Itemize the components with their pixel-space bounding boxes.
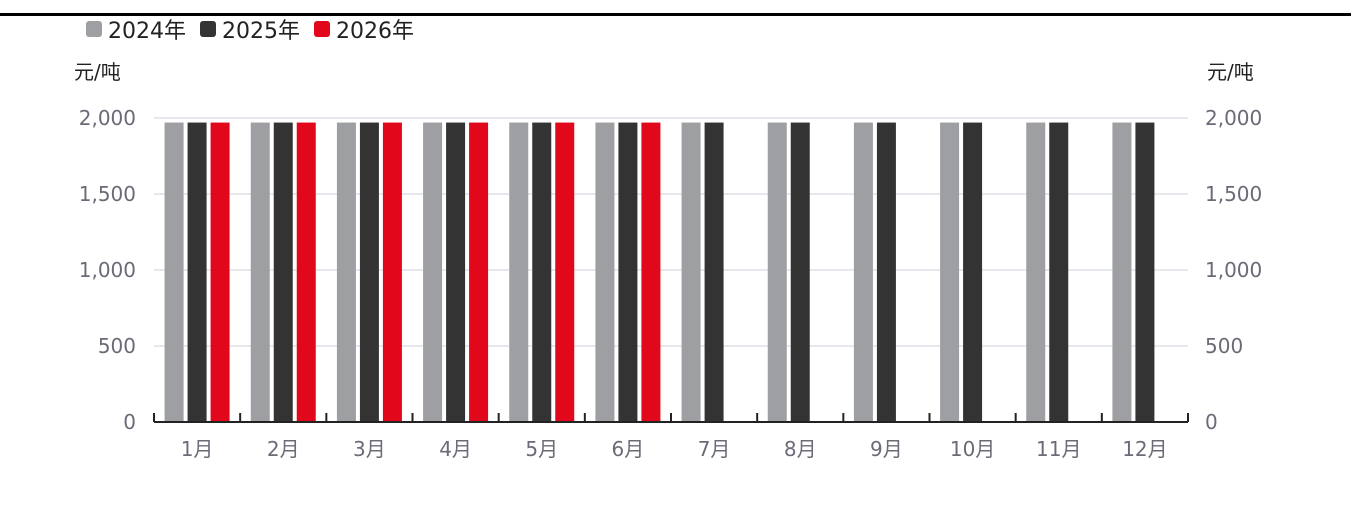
x-tick-label: 7月 — [698, 437, 731, 461]
bar-2-10[interactable] — [963, 122, 983, 422]
x-axis-labels: 1月 2月 3月 4月 5月 6月 7月 8月 9月 10月 11月 12月 — [181, 437, 1168, 461]
bar-1-10[interactable] — [940, 122, 960, 422]
legend-label-2026: 2026年 — [336, 19, 414, 44]
x-tick-label: 5月 — [525, 437, 558, 461]
y-tick-label-left: 500 — [98, 334, 136, 358]
bar-3-5[interactable] — [555, 122, 575, 422]
bar-2-2[interactable] — [273, 122, 293, 422]
bar-2-11[interactable] — [1049, 122, 1069, 422]
legend-swatch-2024 — [86, 21, 102, 37]
bar-2-3[interactable] — [359, 122, 379, 422]
x-tick-label: 6月 — [612, 437, 645, 461]
bar-2-7[interactable] — [704, 122, 724, 422]
bar-1-5[interactable] — [509, 122, 529, 422]
bar-1-6[interactable] — [595, 122, 615, 422]
y-axis-unit-left: 元/吨 — [74, 60, 121, 84]
legend-swatch-2026 — [314, 21, 330, 37]
chart-legend: 2024年 2025年 2026年 — [86, 13, 428, 45]
bar-2-1[interactable] — [187, 122, 207, 422]
bar-3-4[interactable] — [469, 122, 489, 422]
x-tick-label: 11月 — [1036, 437, 1081, 461]
y-tick-label-left: 1,500 — [79, 182, 136, 206]
grid-lines — [154, 117, 1188, 347]
x-tick-label: 9月 — [870, 437, 903, 461]
bar-3-3[interactable] — [382, 122, 402, 422]
bar-2-8[interactable] — [790, 122, 810, 422]
legend-label-2024: 2024年 — [108, 19, 186, 44]
legend-item-2026[interactable]: 2026年 — [314, 13, 414, 45]
y-tick-label-right: 500 — [1205, 334, 1243, 358]
y-tick-label-right: 2,000 — [1205, 106, 1262, 130]
bar-1-3[interactable] — [336, 122, 356, 422]
bar-3-1[interactable] — [210, 122, 230, 422]
legend-label-2025: 2025年 — [222, 19, 300, 44]
bar-1-7[interactable] — [681, 122, 701, 422]
bar-2-12[interactable] — [1135, 122, 1155, 422]
x-tick-label: 4月 — [439, 437, 472, 461]
legend-item-2025[interactable]: 2025年 — [200, 13, 300, 45]
bar-1-8[interactable] — [767, 122, 787, 422]
bar-2-9[interactable] — [876, 122, 896, 422]
y-tick-label-right: 0 — [1205, 410, 1218, 434]
top-rule — [0, 13, 1351, 16]
bar-2-6[interactable] — [618, 122, 638, 422]
bar-2-4[interactable] — [446, 122, 466, 422]
x-tick-label: 3月 — [353, 437, 386, 461]
y-axis-unit-right: 元/吨 — [1207, 60, 1254, 84]
bar-2-5[interactable] — [532, 122, 552, 422]
bar-1-12[interactable] — [1112, 122, 1132, 422]
legend-item-2024[interactable]: 2024年 — [86, 13, 186, 45]
x-tick-label: 8月 — [784, 437, 817, 461]
x-tick-label: 10月 — [950, 437, 995, 461]
y-tick-label-left: 0 — [123, 410, 136, 434]
bar-1-9[interactable] — [853, 122, 873, 422]
x-tick-label: 1月 — [181, 437, 214, 461]
bar-1-4[interactable] — [423, 122, 443, 422]
bar-3-2[interactable] — [296, 122, 316, 422]
y-tick-label-right: 1,500 — [1205, 182, 1262, 206]
bar-1-2[interactable] — [250, 122, 270, 422]
bars — [164, 122, 1155, 422]
y-tick-label-right: 1,000 — [1205, 258, 1262, 282]
y-tick-label-left: 2,000 — [79, 106, 136, 130]
bar-1-11[interactable] — [1026, 122, 1046, 422]
x-tick-label: 12月 — [1122, 437, 1167, 461]
x-tick-label: 2月 — [267, 437, 300, 461]
x-axis — [153, 413, 1189, 423]
bar-1-1[interactable] — [164, 122, 184, 422]
y-axis-labels: 0 0 500 500 1,000 1,000 1,500 1,500 2,000 2,000 — [79, 106, 1263, 434]
bar-3-6[interactable] — [641, 122, 661, 422]
y-tick-label-left: 1,000 — [79, 258, 136, 282]
legend-swatch-2025 — [200, 21, 216, 37]
